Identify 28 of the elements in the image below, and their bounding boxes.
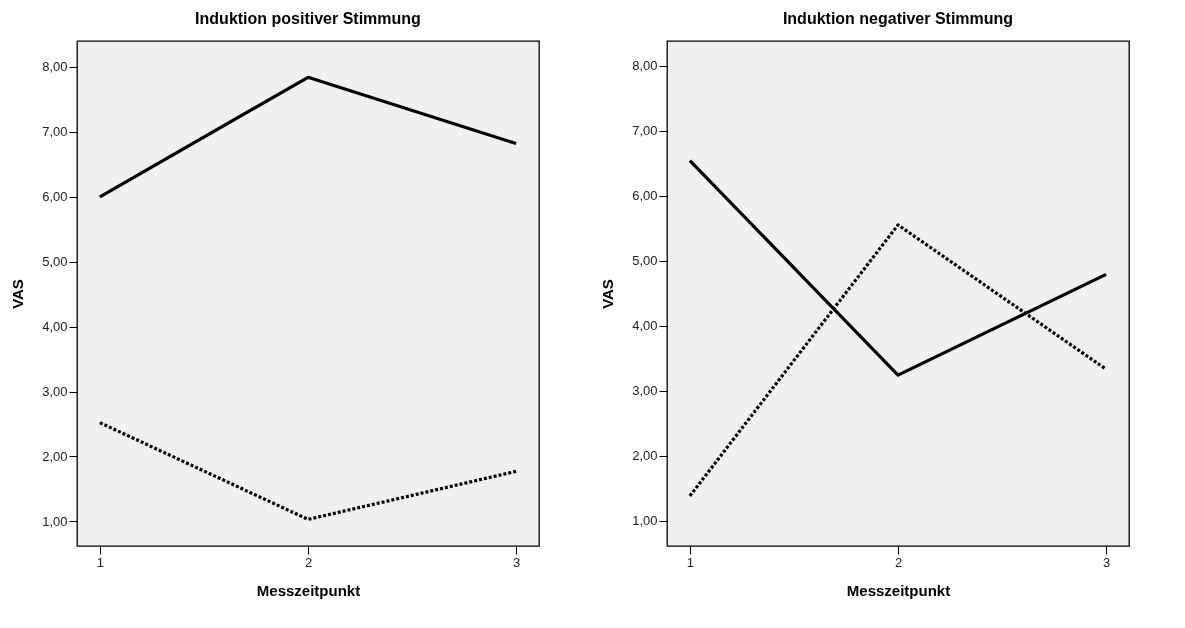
y-tick-label: 5,00 xyxy=(632,253,658,269)
y-tick-label: 3,00 xyxy=(632,383,658,399)
x-tick-label: 1 xyxy=(686,554,695,570)
y-axis-title: VAS xyxy=(9,279,27,309)
y-tick-label: 3,00 xyxy=(42,384,68,400)
x-tick-label: 3 xyxy=(1102,554,1111,570)
y-tick-label: 2,00 xyxy=(632,448,658,464)
y-tick-label: 2,00 xyxy=(42,448,68,464)
y-tick-label: 4,00 xyxy=(632,318,658,334)
chart-title: Induktion negativer Stimmung xyxy=(782,10,1014,27)
y-tick-label: 8,00 xyxy=(42,59,68,75)
y-tick-label: 6,00 xyxy=(632,188,658,204)
chart-title: Induktion positiver Stimmung xyxy=(195,10,421,27)
y-tick-label: 1,00 xyxy=(632,513,658,529)
y-tick-label: 1,00 xyxy=(42,513,68,529)
x-tick-label: 1 xyxy=(96,554,105,570)
x-tick-label: 2 xyxy=(894,554,903,570)
x-tick-label: 3 xyxy=(512,554,521,570)
y-tick-label: 5,00 xyxy=(42,254,68,270)
x-axis-title: Messzeitpunkt xyxy=(256,581,361,599)
x-tick-label: 2 xyxy=(304,554,313,570)
y-tick-label: 7,00 xyxy=(632,123,658,139)
y-tick-label: 7,00 xyxy=(42,124,68,140)
y-tick-label: 8,00 xyxy=(632,58,658,74)
y-axis-title: VAS xyxy=(599,279,617,309)
y-tick-label: 6,00 xyxy=(42,189,68,205)
y-tick-label: 4,00 xyxy=(42,319,68,335)
x-axis-title: Messzeitpunkt xyxy=(846,581,951,599)
